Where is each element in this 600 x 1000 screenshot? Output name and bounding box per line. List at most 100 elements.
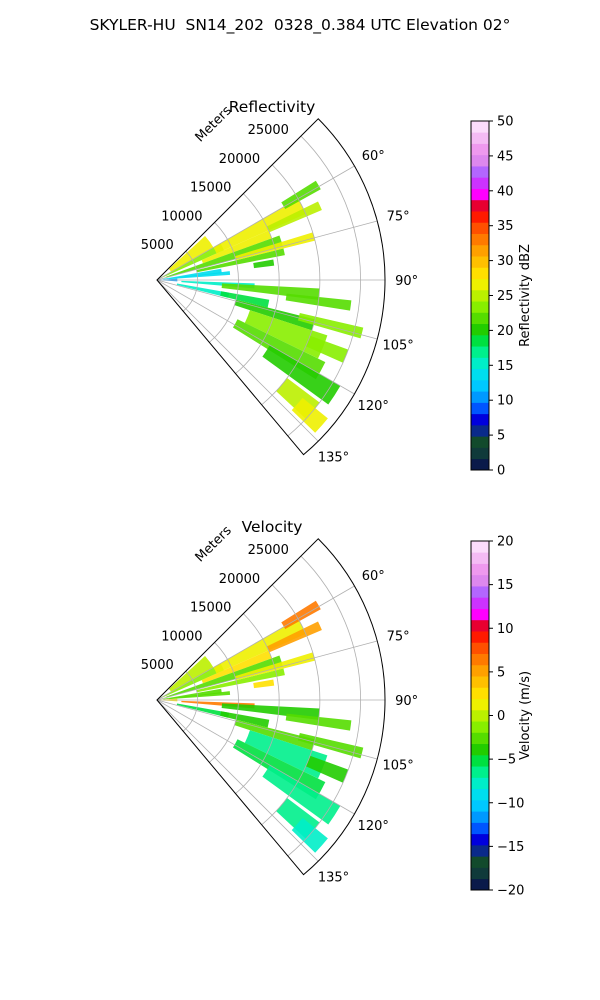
echo-cell: [253, 679, 275, 689]
echo-cell: [291, 397, 328, 433]
colorbar-tick-label: 10: [497, 394, 514, 409]
echo-cell: [169, 691, 231, 700]
colorbar-segment: [471, 754, 489, 767]
radial-tick-label: 5000: [141, 238, 174, 253]
range-ring: [287, 555, 361, 857]
colorbar-segment: [471, 766, 489, 778]
echo-cell: [305, 755, 349, 783]
colorbar-segment: [471, 301, 489, 313]
radial-tick-label: 25000: [248, 543, 289, 558]
echo-cell: [305, 335, 349, 363]
colorbar-label: Velocity (m/s): [518, 671, 533, 760]
colorbar-segment: [471, 619, 489, 632]
colorbar-label: Reflectivity dBZ: [518, 244, 533, 347]
azimuth-line: [156, 279, 355, 395]
range-ring: [287, 135, 361, 437]
azimuth-line: [156, 165, 355, 281]
range-ring: [182, 250, 199, 312]
angle-tick-label: 75°: [387, 209, 410, 224]
azimuth-line: [156, 640, 378, 701]
colorbar-segment: [471, 586, 489, 598]
colorbar-segment: [471, 143, 489, 156]
colorbar-segment: [471, 154, 489, 167]
range-ring: [235, 193, 280, 374]
azimuth-line: [156, 699, 378, 760]
colorbar-tick-label: 15: [497, 578, 514, 593]
colorbar-segment: [471, 676, 489, 688]
colorbar-segment: [471, 391, 489, 403]
colorbar-segment: [471, 402, 489, 415]
radial-tick-label: 20000: [219, 152, 260, 167]
colorbar-segment: [471, 166, 489, 178]
colorbar-segment: [471, 289, 489, 302]
angle-tick-label: 135°: [318, 451, 349, 466]
colorbar-segment: [471, 642, 489, 654]
colorbar-tick-label: 5: [497, 429, 505, 444]
colorbar-segment: [471, 233, 489, 246]
echo-cell: [201, 230, 272, 264]
angle-tick-label: 60°: [362, 569, 385, 584]
echo-cell: [163, 268, 222, 280]
angle-tick-label: 120°: [358, 399, 389, 414]
angle-tick-label: 75°: [387, 629, 410, 644]
range-ring: [261, 164, 321, 406]
colorbar-tick-label: 10: [497, 622, 514, 637]
colorbar-segment: [471, 833, 489, 846]
radial-tick-label: 15000: [190, 601, 231, 616]
colorbar-segment: [471, 743, 489, 756]
panel-title: Reflectivity: [229, 98, 316, 116]
colorbar-segment: [471, 346, 489, 358]
echo-cell: [169, 655, 214, 692]
angle-tick-label: 105°: [382, 759, 413, 774]
colorbar-segment: [471, 458, 489, 471]
colorbar-segment: [471, 413, 489, 426]
colorbar-tick-label: −5: [497, 753, 516, 768]
range-ring: [261, 584, 321, 826]
colorbar-segment: [471, 211, 489, 223]
colorbar-segment: [471, 447, 489, 460]
echo-cell: [266, 621, 322, 653]
colorbar-segment: [471, 844, 489, 857]
radial-tick-label: 25000: [248, 123, 289, 138]
colorbar-segment: [471, 199, 489, 212]
velocity-panel: Velocity 60° 75° 90° 105° 120° 135° 5000 10000 15…: [141, 518, 533, 899]
angle-tick-label: 105°: [382, 339, 413, 354]
colorbar-tick-label: 0: [497, 464, 505, 479]
colorbar-segment: [471, 256, 489, 268]
colorbar-segment: [471, 867, 489, 880]
colorbar-segment: [471, 278, 489, 291]
azimuth-line: [156, 279, 319, 442]
echo-cell: [234, 299, 316, 331]
sector-outline: [156, 118, 386, 456]
colorbar-segment: [471, 631, 489, 643]
echo-cell: [196, 248, 285, 273]
colorbar-segment: [471, 222, 489, 234]
echo-cell: [266, 201, 322, 233]
colorbar-segment: [471, 132, 489, 144]
panel-title: Velocity: [242, 518, 303, 536]
colorbar-segment: [471, 244, 489, 257]
colorbar-segment: [471, 709, 489, 722]
echo-cell: [176, 283, 230, 298]
radial-tick-label: 10000: [161, 629, 202, 644]
azimuth-line: [156, 279, 378, 340]
angle-tick-label: 90°: [395, 274, 418, 289]
angle-tick-label: 90°: [395, 694, 418, 709]
colorbar-tick-label: 45: [497, 149, 514, 164]
colorbar-tick-label: 5: [497, 665, 505, 680]
angle-tick-label: 60°: [362, 149, 385, 164]
colorbar-tick-label: 20: [497, 324, 514, 339]
colorbar-segment: [471, 822, 489, 835]
echo-cell: [234, 719, 316, 751]
colorbar-segment: [471, 436, 489, 448]
colorbar-segment: [471, 188, 489, 201]
azimuth-line: [156, 699, 319, 862]
colorbar-segment: [471, 379, 489, 392]
echo-cell: [196, 668, 285, 693]
colorbar-tick-label: 0: [497, 709, 505, 724]
colorbar-segment: [471, 788, 489, 801]
colorbar-tick-label: −10: [497, 796, 524, 811]
echo-cell: [220, 291, 270, 308]
azimuth-line: [156, 220, 378, 281]
